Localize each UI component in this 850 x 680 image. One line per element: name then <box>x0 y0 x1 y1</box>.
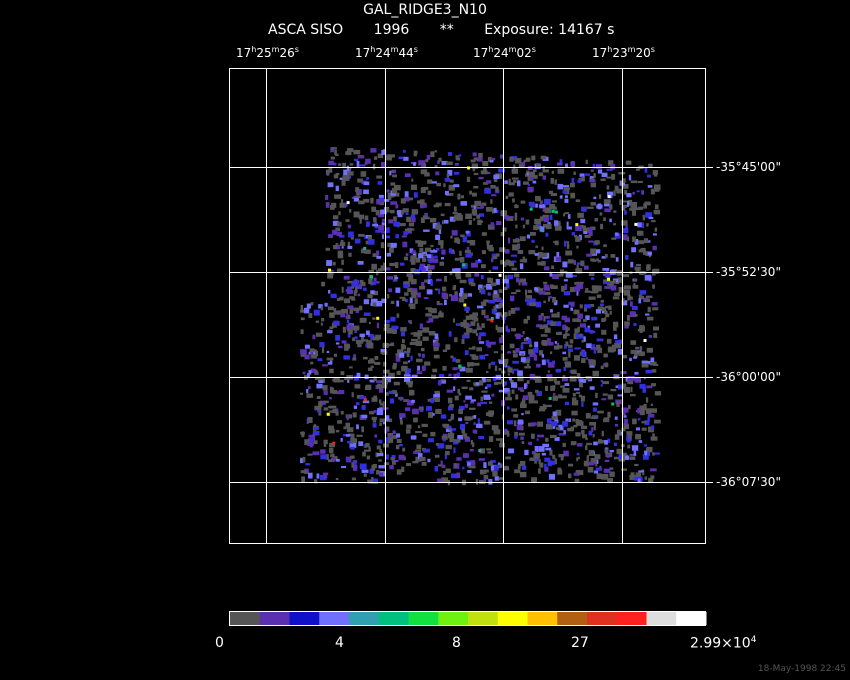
scale-label-max: 2.99×104 <box>690 635 757 652</box>
coordinate-grid <box>229 68 713 543</box>
color-scale-swatch <box>289 612 320 625</box>
flag-label: ** <box>439 22 454 38</box>
color-scale-swatch <box>378 612 409 625</box>
color-scale-swatch <box>319 612 350 625</box>
color-scale-swatch <box>676 612 707 625</box>
color-scale-swatch <box>468 612 499 625</box>
ra-tick-label-3: 17h24m02s <box>473 45 536 60</box>
color-scale-swatch <box>646 612 677 625</box>
color-scale-swatch <box>230 612 261 625</box>
color-scale-frame <box>229 611 706 626</box>
image-title: GAL_RIDGE3_N10 <box>363 2 487 18</box>
exposure-label: Exposure: 14167 s <box>484 22 615 38</box>
dec-tick-label-4: -36°07'30" <box>716 475 781 489</box>
color-scale-swatch <box>438 612 469 625</box>
color-scale-swatch <box>527 612 558 625</box>
scale-label-4: 4 <box>335 635 344 651</box>
color-scale-swatch <box>259 612 290 625</box>
color-scale-swatch <box>408 612 439 625</box>
scale-label-27: 27 <box>571 635 589 651</box>
dec-tick-label-3: -36°00'00" <box>716 370 781 384</box>
color-scale-swatch <box>349 612 380 625</box>
scale-label-8: 8 <box>452 635 461 651</box>
color-scale-swatch <box>497 612 528 625</box>
color-scale-swatch <box>587 612 618 625</box>
color-scale-bar <box>230 612 707 625</box>
instrument-label: ASCA SISO <box>268 22 344 38</box>
dec-tick-label-1: -35°45'00" <box>716 160 781 174</box>
timestamp: 18-May-1998 22:45 <box>757 664 846 674</box>
color-scale-swatch <box>557 612 588 625</box>
ra-tick-label-2: 17h24m44s <box>355 45 418 60</box>
ra-tick-label-1: 17h25m26s <box>236 45 299 60</box>
ra-tick-label-4: 17h23m20s <box>592 45 655 60</box>
observation-info: ASCA SISO 1996 ** Exposure: 14167 s <box>268 22 640 38</box>
xray-image-field <box>300 147 662 486</box>
scale-label-0: 0 <box>215 635 224 651</box>
dec-tick-label-2: -35°52'30" <box>716 265 781 279</box>
color-scale-swatch <box>616 612 647 625</box>
year-label: 1996 <box>373 22 410 38</box>
image-frame <box>229 68 706 544</box>
